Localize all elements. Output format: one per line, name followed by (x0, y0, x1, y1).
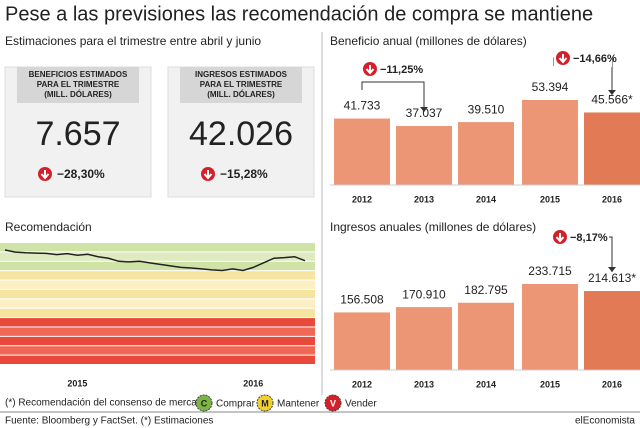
x-tick-label: 2016 (602, 379, 622, 389)
card-change: −15,28% (220, 167, 268, 181)
annotation-bg (361, 60, 419, 78)
band (0, 243, 315, 252)
card-value: 42.026 (189, 115, 293, 153)
legend-label: Vender (345, 399, 377, 410)
card-value: 7.657 (35, 115, 120, 153)
value-label: 170.910 (402, 287, 446, 301)
band (0, 308, 315, 318)
annotation-bg (551, 228, 609, 246)
x-tick-label: 2012 (352, 379, 372, 389)
chart-title: Ingresos anuales (millones de dólares) (330, 220, 536, 234)
legend-icon (324, 394, 342, 412)
card-label-line: INGRESOS ESTIMADOS (195, 70, 288, 79)
value-label: 41.733 (344, 99, 381, 113)
brand: elEconomista (575, 416, 635, 427)
value-label: 182.795 (464, 283, 508, 297)
bracket (361, 81, 425, 112)
arrow-head (420, 107, 428, 112)
annotation: −11,25% (380, 64, 423, 76)
x-tick-label: 2016 (602, 194, 622, 204)
bar (522, 284, 578, 370)
legend-label: Mantener (277, 399, 320, 410)
value-label: 156.508 (340, 293, 384, 307)
value-label: 39.510 (468, 102, 505, 116)
band (0, 327, 315, 336)
band (0, 252, 315, 261)
bar (334, 118, 390, 185)
band (0, 261, 315, 271)
band (0, 355, 315, 364)
legend-letter: V (330, 398, 336, 408)
card-label-line: PARA EL TRIMESTRE (37, 80, 120, 89)
band (0, 289, 315, 299)
band (0, 336, 315, 346)
section-heading: Estimaciones para el trimestre entre abr… (5, 34, 261, 48)
source: Fuente: Bloomberg y FactSet. (*) Estimac… (5, 416, 213, 427)
value-label: 37.037 (406, 106, 443, 120)
card-header (17, 67, 139, 103)
x-tick-label: 2015 (540, 379, 560, 389)
legend-letter: M (261, 398, 269, 408)
arrow-head (608, 267, 616, 272)
band (0, 271, 315, 280)
band (0, 318, 315, 327)
card-label-line: PARA EL TRIMESTRE (200, 80, 283, 89)
card-header (180, 67, 302, 103)
card-label-line: (MILL. DÓLARES) (207, 90, 275, 99)
band (0, 299, 315, 308)
title: Pese a las previsiones las recomendación… (5, 3, 593, 25)
bar (584, 291, 640, 370)
chart-title: Recomendación (5, 220, 92, 234)
card-change: −28,30% (57, 167, 105, 181)
annotation-bg (554, 49, 612, 67)
down-arrow (558, 54, 568, 64)
band (0, 346, 315, 355)
card-label: INGRESOS ESTIMADOS PARA EL TRIMESTRE (MILL… (195, 70, 288, 99)
legend-title: (*) Recomendación del consenso de mercad… (5, 398, 211, 409)
x-tick-label: 2013 (414, 194, 434, 204)
annotation: −14,66% (573, 53, 617, 65)
down-arrow (555, 233, 565, 243)
arrow-head (608, 90, 616, 95)
x-tick-label: 2015 (67, 378, 87, 388)
bar (458, 122, 514, 185)
legend-icon (195, 394, 213, 412)
down-arrow (203, 170, 213, 180)
legend-icon (256, 394, 274, 412)
band (0, 280, 315, 289)
bar (584, 112, 640, 185)
x-tick-label: 2013 (414, 379, 434, 389)
down-arrow (365, 65, 375, 75)
bar (334, 312, 390, 370)
card-label-line: (MILL. DÓLARES) (44, 90, 112, 99)
bar (458, 302, 514, 370)
x-tick-label: 2016 (243, 378, 263, 388)
bar (396, 126, 452, 185)
legend-letter: C (201, 398, 208, 408)
down-arrow (40, 170, 50, 180)
annotation: −8,17% (570, 232, 608, 244)
card-label: BENEFICIOS ESTIMADOS PARA EL TRIMESTRE (MI… (29, 70, 128, 99)
x-tick-label: 2015 (540, 194, 560, 204)
bar (396, 307, 452, 370)
value-label: 233.715 (528, 264, 572, 278)
line (4, 249, 306, 272)
value-label: 53.394 (532, 80, 569, 94)
chart-title: Beneficio anual (millones de dólares) (330, 34, 527, 48)
x-tick-label: 2014 (476, 194, 496, 204)
legend-label: Comprar (216, 399, 256, 410)
value-label: 45.566* (591, 93, 633, 107)
x-tick-label: 2012 (352, 194, 372, 204)
card-label-line: BENEFICIOS ESTIMADOS (29, 70, 128, 79)
value-label: 214.613* (588, 271, 636, 285)
x-tick-label: 2014 (476, 379, 496, 389)
bar (522, 100, 578, 185)
